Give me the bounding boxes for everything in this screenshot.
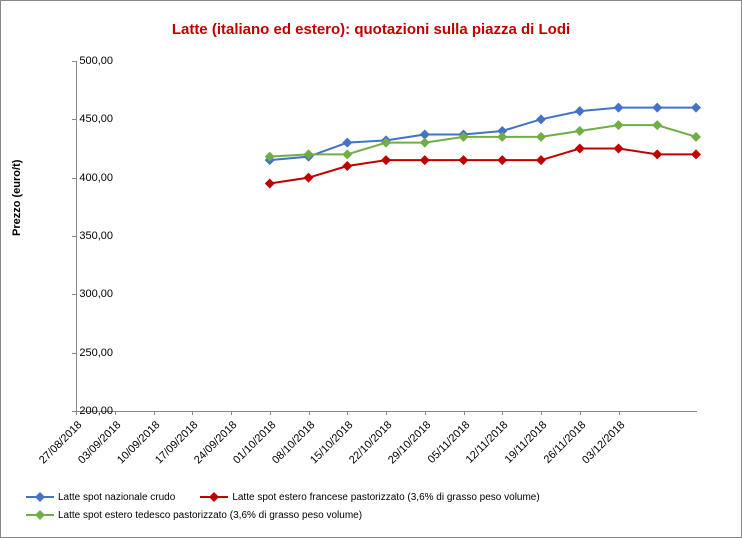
y-tick-label: 200,00 [79, 405, 113, 417]
series-marker [614, 103, 624, 113]
y-tick [72, 236, 76, 237]
series-marker [459, 155, 469, 165]
y-tick-label: 500,00 [79, 55, 113, 67]
x-tick [619, 411, 620, 415]
series-line [270, 125, 696, 156]
x-tick [154, 411, 155, 415]
series-marker [536, 155, 546, 165]
series-line [270, 108, 696, 160]
x-tick [541, 411, 542, 415]
series-marker [304, 173, 314, 183]
y-tick-label: 400,00 [79, 172, 113, 184]
x-tick [386, 411, 387, 415]
y-tick [72, 294, 76, 295]
series-marker [691, 103, 701, 113]
series-marker [536, 132, 546, 142]
chart-container: Latte (italiano ed estero): quotazioni s… [0, 0, 742, 538]
y-tick-label: 250,00 [79, 347, 113, 359]
x-tick [76, 411, 77, 415]
series-marker [691, 149, 701, 159]
series-marker [575, 144, 585, 154]
chart-svg [76, 61, 696, 411]
series-marker [342, 161, 352, 171]
series-marker [614, 120, 624, 130]
legend-item: Latte spot nazionale crudo [26, 491, 175, 503]
legend-label: Latte spot estero tedesco pastorizzato (… [58, 510, 362, 521]
series-marker [342, 138, 352, 148]
series-marker [265, 179, 275, 189]
y-tick-label: 450,00 [79, 113, 113, 125]
series-marker [575, 106, 585, 116]
y-tick-label: 350,00 [79, 230, 113, 242]
series-marker [652, 149, 662, 159]
legend: Latte spot nazionale crudo Latte spot est… [26, 491, 565, 527]
x-tick [231, 411, 232, 415]
legend-label: Latte spot nazionale crudo [58, 492, 175, 503]
x-tick [115, 411, 116, 415]
x-tick [464, 411, 465, 415]
series-marker [497, 132, 507, 142]
x-tick [270, 411, 271, 415]
y-tick [72, 353, 76, 354]
series-marker [342, 149, 352, 159]
series-marker [536, 114, 546, 124]
legend-item: Latte spot estero tedesco pastorizzato (… [26, 509, 362, 521]
series-marker [497, 155, 507, 165]
x-tick [502, 411, 503, 415]
y-tick [72, 178, 76, 179]
series-marker [652, 103, 662, 113]
x-tick [309, 411, 310, 415]
x-tick [425, 411, 426, 415]
y-axis-label: Prezzo (euro/t) [11, 160, 23, 236]
y-tick [72, 61, 76, 62]
series-marker [614, 144, 624, 154]
series-marker [381, 155, 391, 165]
x-tick [580, 411, 581, 415]
legend-label: Latte spot estero francese pastorizzato … [232, 492, 539, 503]
y-tick-label: 300,00 [79, 288, 113, 300]
series-marker [420, 138, 430, 148]
series-marker [691, 132, 701, 142]
x-tick [347, 411, 348, 415]
series-marker [575, 126, 585, 136]
series-marker [420, 155, 430, 165]
chart-title: Latte (italiano ed estero): quotazioni s… [1, 21, 741, 38]
y-tick [72, 119, 76, 120]
x-tick [192, 411, 193, 415]
legend-item: Latte spot estero francese pastorizzato … [200, 491, 539, 503]
series-marker [652, 120, 662, 130]
